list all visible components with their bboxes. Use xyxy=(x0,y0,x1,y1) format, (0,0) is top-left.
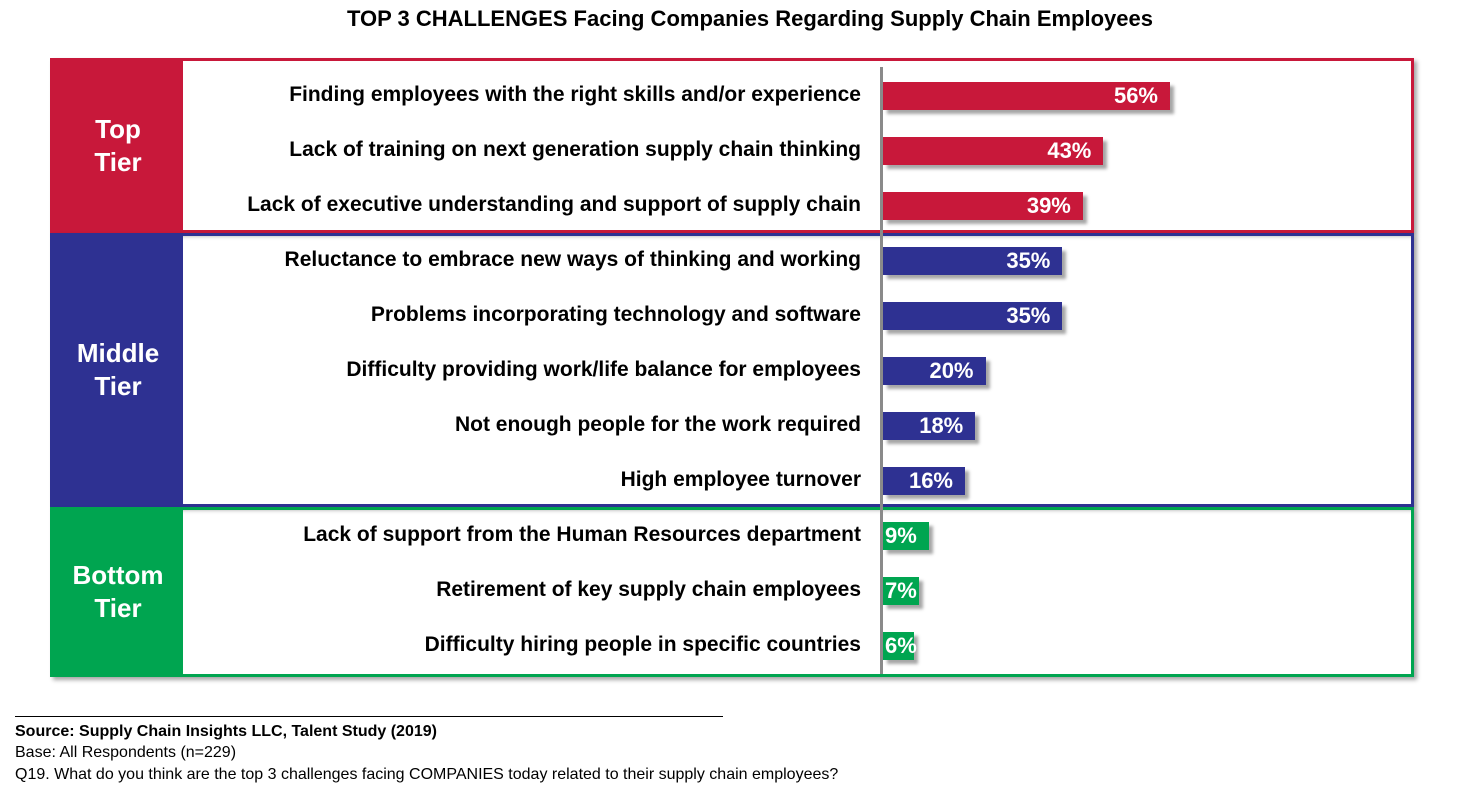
category-label: Reluctance to embrace new ways of thinki… xyxy=(284,248,861,271)
chart-title: TOP 3 CHALLENGES Facing Companies Regard… xyxy=(346,6,1153,31)
category-label: Difficulty providing work/life balance f… xyxy=(346,358,861,381)
bar: 18% xyxy=(883,412,976,440)
bar: 35% xyxy=(883,302,1063,330)
tier-label: Top Tier xyxy=(53,61,183,230)
axis-line xyxy=(880,67,883,674)
tier-box: Middle Tier xyxy=(50,233,1414,507)
category-label: Problems incorporating technology and so… xyxy=(370,303,861,326)
category-label: High employee turnover xyxy=(620,468,861,491)
base-note: Base: All Respondents (n=229) xyxy=(15,744,237,761)
bar: 56% xyxy=(883,82,1170,110)
bar: 7% xyxy=(883,577,919,605)
tier-label: Middle Tier xyxy=(53,236,183,504)
tier-label: Bottom Tier xyxy=(53,510,183,674)
bar: 9% xyxy=(883,522,930,550)
category-label: Difficulty hiring people in specific cou… xyxy=(424,633,861,656)
question-note: Q19. What do you think are the top 3 cha… xyxy=(15,766,839,783)
category-label: Retirement of key supply chain employees xyxy=(436,578,861,601)
bar: 39% xyxy=(883,192,1083,220)
category-label: Not enough people for the work required xyxy=(454,413,861,436)
bar: 43% xyxy=(883,137,1104,165)
footer-divider xyxy=(15,716,723,717)
category-label: Lack of support from the Human Resources… xyxy=(303,523,861,546)
bar: 6% xyxy=(883,632,917,660)
tier-box: Top Tier xyxy=(50,58,1414,233)
category-label: Lack of training on next generation supp… xyxy=(289,138,861,161)
bar: 20% xyxy=(883,357,986,385)
bar: 35% xyxy=(883,247,1063,275)
bar: 16% xyxy=(883,467,965,495)
category-label: Lack of executive understanding and supp… xyxy=(247,193,861,216)
category-label: Finding employees with the right skills … xyxy=(289,83,861,106)
source-note: Source: Supply Chain Insights LLC, Talen… xyxy=(15,723,437,740)
tier-box: Bottom Tier xyxy=(50,507,1414,677)
